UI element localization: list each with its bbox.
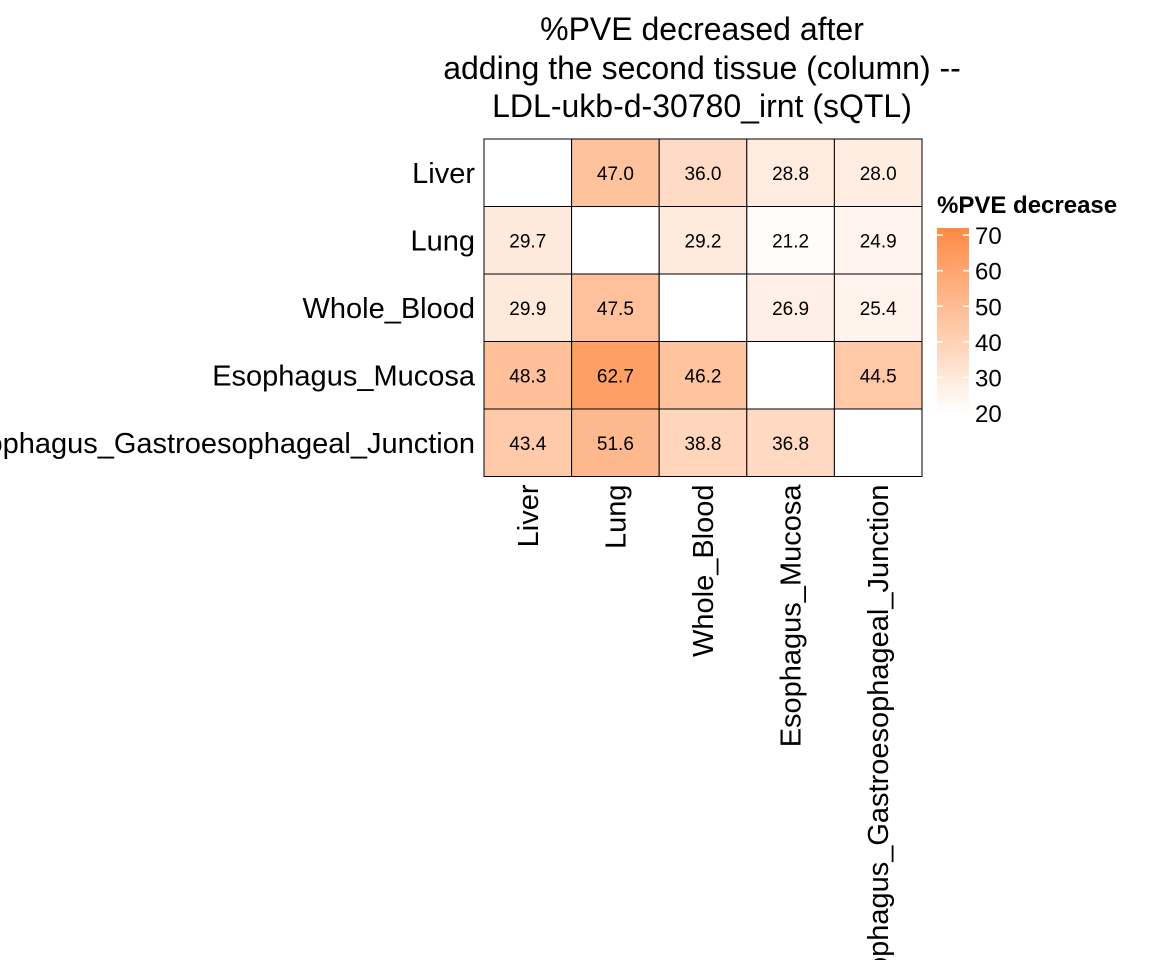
legend-color-bar [937,228,969,413]
heatmap-cell [833,408,923,477]
heatmap-cell [571,206,660,275]
color-legend: %PVE decrease 20 30 40 50 60 70 [937,192,1117,428]
chart-title-line: %PVE decreased after [540,11,864,47]
heatmap-cell [571,273,660,342]
heatmap-cell [483,206,573,275]
heatmap-cell-value: 46.2 [685,366,722,387]
chart-title-line: LDL-ukb-d-30780_irnt (sQTL) [492,88,912,124]
heatmap-cell-value: 28.0 [860,164,897,185]
column-label: Esophagus_Mucosa [776,484,808,748]
heatmap-cell [571,408,660,477]
heatmap-cell [658,138,748,207]
heatmap-cell-value: 26.9 [772,299,809,320]
row-label: Esophagus_Mucosa [212,360,476,392]
heatmap-cell [833,138,923,207]
heatmap-cell-value: 47.5 [597,299,634,320]
row-axis-labels: Liver Lung Whole_Blood Esophagus_Mucosa Esop… [0,158,476,460]
heatmap-cell-value: 43.4 [509,434,546,455]
legend-tick-label: 70 [975,223,1002,250]
heatmap-cell [746,341,835,410]
heatmap-cell [658,408,748,477]
heatmap-cell-value: 36.0 [685,164,722,185]
heatmap-cell-value: 29.2 [685,231,722,252]
legend-title: %PVE decrease [937,192,1117,219]
legend-tick-label: 40 [975,330,1002,357]
heatmap-cell [571,138,660,207]
heatmap-cell-value: 21.2 [772,231,809,252]
heatmap-cell-value: 29.7 [509,231,546,252]
row-label: Esophagus_Gastroesophageal_Junction [0,428,475,460]
heatmap-cell [746,408,835,477]
heatmap-cell [571,341,660,410]
heatmap-cell-value: 29.9 [509,299,546,320]
row-label: Liver [412,158,475,190]
heatmap-cell [483,341,573,410]
heatmap-cell [833,273,923,342]
heatmap-cell [833,341,923,410]
column-axis-labels: Liver Lung Whole_Blood Esophagus_Mucosa Esop… [513,484,895,960]
row-label: Lung [410,225,475,257]
legend-tick-label: 50 [975,294,1002,321]
heatmap-cell-value: 47.0 [597,164,634,185]
column-label: Lung [600,485,632,550]
heatmap-cell-value: 28.8 [772,164,809,185]
heatmap-cells [483,138,923,477]
heatmap-cell [483,408,573,477]
column-label: Whole_Blood [688,485,720,658]
chart-title-line: adding the second tissue (column) -- [443,50,961,86]
legend-tick-label: 30 [975,365,1002,392]
heatmap-cell [746,138,835,207]
heatmap-cell [483,138,573,207]
legend-tick-label: 20 [975,401,1002,428]
heatmap-cell-labels: 47.0 36.0 28.8 28.0 29.7 29.2 21.2 24.9 29.9 47.5… [509,164,897,455]
heatmap-cell [658,206,748,275]
column-label: Esophagus_Gastroesophageal_Junction [863,484,895,960]
heatmap-cell-value: 62.7 [597,366,634,387]
heatmap-cell [833,206,923,275]
heatmap-cell-value: 51.6 [597,434,634,455]
heatmap-cell-value: 36.8 [772,434,809,455]
heatmap-cell-value: 48.3 [509,366,546,387]
heatmap-cell-value: 44.5 [860,366,897,387]
row-label: Whole_Blood [303,293,476,325]
heatmap-cell-value: 24.9 [860,231,897,252]
heatmap-cell-value: 25.4 [860,299,897,320]
heatmap-cell [658,273,748,342]
column-label: Liver [513,484,545,547]
legend-tick-label: 60 [975,259,1002,286]
heatmap-cell-value: 38.8 [685,434,722,455]
